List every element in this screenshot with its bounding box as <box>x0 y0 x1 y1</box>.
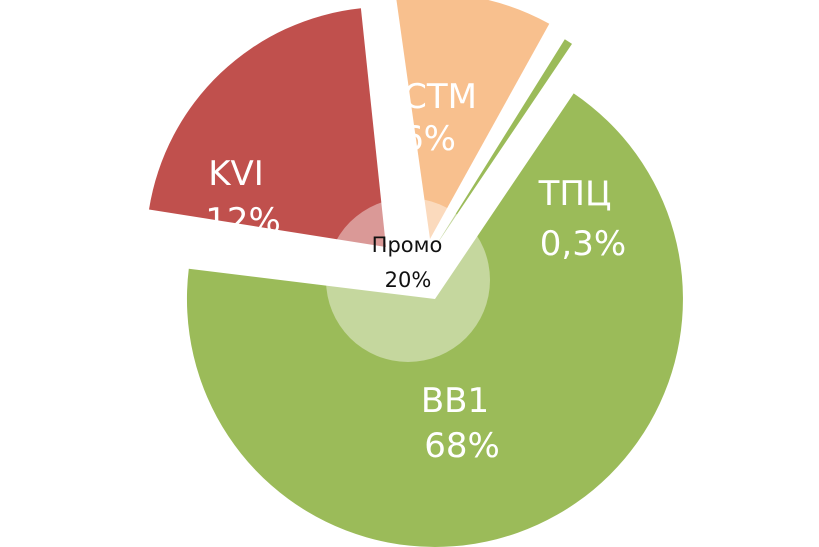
slice-label-kvi-name: KVI <box>208 154 264 194</box>
slice-label-stm-name: СТМ <box>403 77 477 117</box>
center-label-value: 20% <box>385 268 432 292</box>
slice-label-tpc-value: 0,3% <box>540 224 626 264</box>
slice-stm <box>396 0 550 239</box>
slice-label-stm-value: 6% <box>402 119 456 159</box>
slice-label-kvi-value: 12% <box>205 201 281 241</box>
promo-center-circle <box>326 198 490 362</box>
labels-layer: СТМ 6% ТПЦ 0,3% BB1 68% KVI 12% Промо 20… <box>205 77 626 466</box>
slice-label-tpc-name: ТПЦ <box>538 174 612 214</box>
slice-kvi <box>149 8 386 247</box>
slice-tpc <box>435 39 572 248</box>
slice-bb1 <box>186 93 683 547</box>
slices-layer <box>149 0 683 547</box>
slice-label-bb1-value: 68% <box>424 426 500 466</box>
center-label-name: Промо <box>372 233 443 257</box>
slice-label-bb1-name: BB1 <box>421 381 489 421</box>
